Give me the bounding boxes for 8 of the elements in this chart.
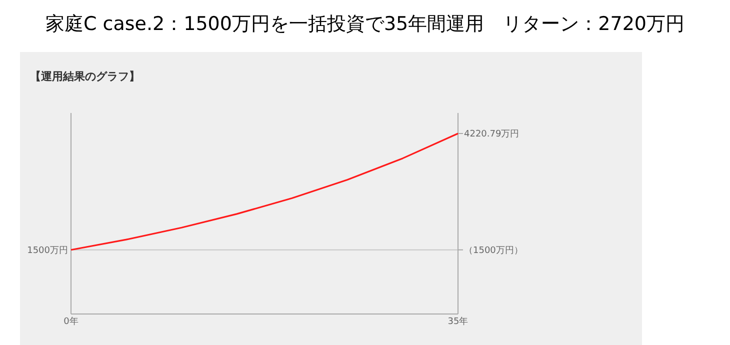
chart-subtitle: 【運用結果のグラフ】 [30, 70, 140, 83]
y-tick-label: （1500万円） [464, 246, 523, 256]
y-tick-label: 4220.79万円 [464, 129, 520, 140]
x-tick-label: 35年 [448, 316, 468, 327]
x-tick-label: 0年 [64, 316, 78, 327]
chart-title: 家庭C case.2：1500万円を一括投資で35年間運用 リターン：2720万円 [46, 13, 684, 35]
line-series [70, 132, 459, 251]
annotation: 1500万円 [27, 246, 68, 256]
